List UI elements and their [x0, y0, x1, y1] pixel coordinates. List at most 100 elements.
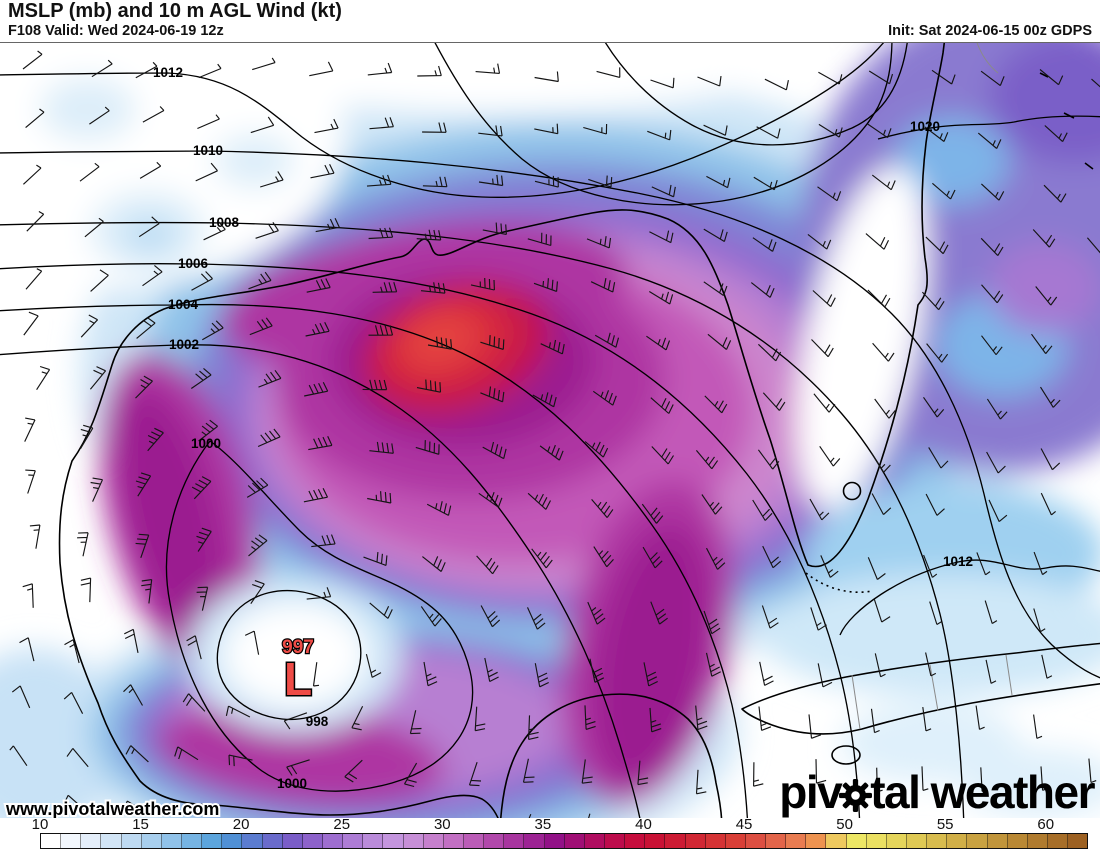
logo-text-pre: piv [779, 766, 842, 818]
wind-barb [871, 493, 892, 516]
isobar-labels: 1012 1010 1008 1006 1004 1002 1000 998 1000 1020 1… [153, 65, 973, 791]
isobar-label: 1012 [943, 554, 973, 569]
wind-barb [315, 217, 340, 233]
colorbar-cell [947, 834, 968, 848]
colorbar-cell [484, 834, 505, 848]
wind-barb [478, 491, 503, 508]
wind-barb [526, 607, 546, 630]
wind-barb [65, 794, 87, 812]
wind-barb [931, 69, 956, 85]
wind-barb [1040, 492, 1056, 516]
wind-barb [147, 427, 164, 452]
colorbar-cell [806, 834, 827, 848]
cuba-coastline [741, 642, 1100, 735]
wind-barb [975, 705, 985, 730]
wind-barb [986, 451, 1006, 474]
wind-barb [309, 61, 334, 77]
wind-barb [90, 477, 104, 502]
wind-barb [986, 398, 1008, 420]
wind-barb [926, 343, 949, 363]
wind-barb [807, 233, 832, 250]
wind-barb [984, 600, 998, 624]
wind-barb [66, 748, 89, 768]
colorbar-legend: 10 15 20 25 30 35 40 45 50 55 60 [0, 816, 1100, 850]
isobar-1008 [0, 221, 965, 821]
wind-barb [244, 630, 260, 655]
colorbar-cell [101, 834, 122, 848]
wind-barb [923, 554, 938, 578]
pivotal-weather-logo: piv tal weather [779, 766, 1095, 818]
wind-barb [522, 758, 535, 783]
wind-barb [762, 392, 786, 411]
wind-barb [977, 132, 1002, 149]
wind-barb [874, 398, 896, 419]
wind-barb [812, 290, 836, 308]
colorbar-cell [1048, 834, 1069, 848]
cuba-province-borders [851, 43, 1013, 730]
wind-barb [135, 472, 152, 497]
wind-barb [308, 436, 333, 451]
wind-barb [591, 499, 614, 518]
wind-barb [26, 210, 45, 232]
wind-barb [583, 123, 608, 135]
wind-barb [482, 222, 507, 235]
colorbar-cell [443, 834, 464, 848]
colorbar-cell [745, 834, 767, 848]
wind-barb [305, 322, 330, 337]
wind-barb [1035, 286, 1058, 306]
wind-barb [470, 277, 495, 291]
wind-barb [1032, 229, 1056, 248]
wind-barb [198, 63, 222, 79]
wind-barb [9, 745, 28, 767]
coastlines [58, 43, 1100, 821]
wind-barb [283, 712, 308, 730]
isobar-label: 1006 [178, 256, 209, 271]
wind-barb [810, 607, 827, 631]
wind-barb [988, 499, 1008, 523]
wind-barb [142, 264, 163, 287]
wind-barb [534, 175, 559, 188]
colorbar-cell [1068, 834, 1088, 848]
wind-barb [527, 232, 552, 247]
colorbar-cell [141, 834, 162, 848]
wind-barb [586, 236, 612, 249]
wind-barb [980, 237, 1004, 256]
wind-barb [695, 769, 707, 795]
wind-barb [867, 557, 886, 580]
colorbar-cell [222, 834, 243, 848]
isobar-label: 998 [306, 714, 329, 729]
wind-barb [985, 659, 997, 684]
wind-barb [590, 277, 616, 293]
isobar-label: 1004 [168, 297, 199, 312]
wind-barb [534, 123, 559, 135]
wind-barb [80, 314, 99, 338]
wind-barb [312, 662, 320, 687]
wind-barb [369, 117, 394, 130]
wind-barb [528, 715, 539, 740]
wind-barb [706, 175, 731, 189]
wind-barb [703, 228, 728, 242]
wind-barb [89, 366, 107, 390]
wind-barbs [9, 50, 1100, 821]
colorbar-tick: 30 [433, 816, 451, 833]
wind-barb [369, 602, 393, 619]
isobar-label: 1008 [209, 215, 240, 230]
colorbar-cell [544, 834, 565, 848]
wind-barb [310, 163, 335, 179]
isobar-1012-right [839, 559, 1100, 636]
wind-speed-shading [0, 43, 1100, 821]
wind-barb [527, 813, 532, 821]
colorbar-cell [322, 834, 344, 848]
wind-barb [817, 663, 833, 688]
florida-keys [805, 572, 873, 593]
colorbar-cell [242, 834, 263, 848]
wind-barb [758, 706, 772, 731]
colorbar-cell [665, 834, 686, 848]
wind-barb [980, 767, 988, 792]
wind-barb [1086, 237, 1100, 254]
wind-barb [11, 685, 31, 709]
colorbar-cell [705, 834, 726, 848]
wind-barb [703, 610, 721, 635]
isobar-label: 1010 [193, 143, 223, 158]
wind-barb [416, 229, 442, 241]
